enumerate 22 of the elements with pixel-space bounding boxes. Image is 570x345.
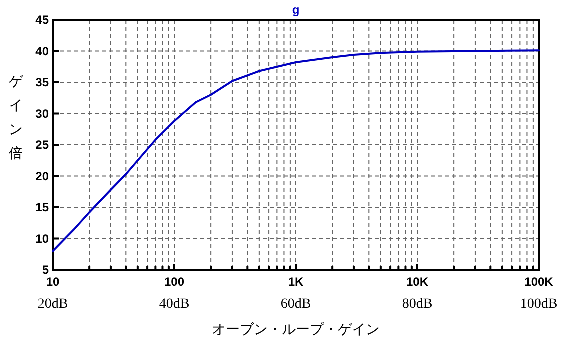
x2-tick-label: 40dB bbox=[159, 297, 190, 312]
x-tick-label: 10K bbox=[406, 275, 429, 289]
x-tick-label: 100 bbox=[164, 275, 185, 289]
x-tick-label: 1K bbox=[288, 275, 304, 289]
x-tick-label: 100K bbox=[524, 275, 554, 289]
y-tick-label: 25 bbox=[36, 138, 50, 152]
y-tick-label: 35 bbox=[36, 76, 50, 90]
y-tick-label: 10 bbox=[36, 232, 50, 246]
x2-tick-label: 60dB bbox=[280, 297, 312, 312]
text: g bbox=[292, 3, 300, 17]
y-axis-title: ゲイン倍 bbox=[9, 74, 24, 162]
y-tick-label: 5 bbox=[42, 263, 50, 277]
y-tick-label: 40 bbox=[36, 44, 50, 58]
y-tick-label: 15 bbox=[36, 200, 50, 214]
y-tick-label: 30 bbox=[36, 106, 50, 121]
x-tick-label: 10 bbox=[46, 275, 60, 289]
x2-tick-label: 20dB bbox=[38, 297, 68, 312]
y-tick-label: 20 bbox=[36, 169, 50, 184]
y-tick-label: 45 bbox=[36, 13, 50, 27]
x2-tick-label: 100dB bbox=[520, 297, 558, 312]
x2-tick-label: 80dB bbox=[402, 297, 433, 312]
x-axis-title: オーブン・ループ・ゲイン bbox=[212, 322, 380, 338]
